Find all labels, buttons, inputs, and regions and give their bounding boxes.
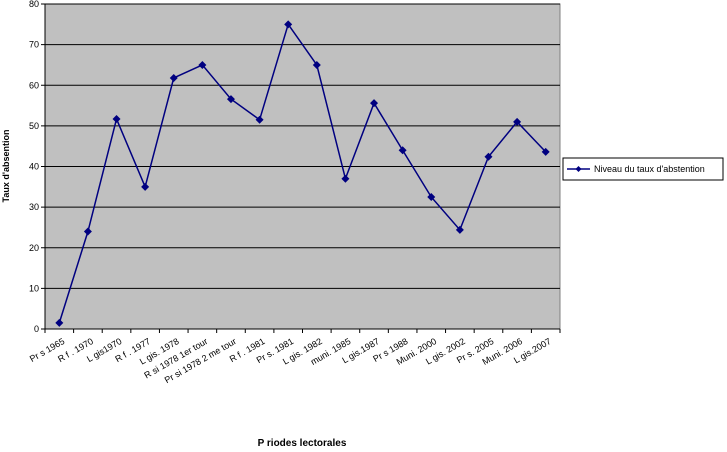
data-point — [513, 117, 522, 126]
data-point — [284, 20, 293, 29]
y-tick-label: 70 — [29, 40, 39, 50]
y-tick-label: 50 — [29, 121, 39, 131]
y-tick-label: 10 — [29, 283, 39, 293]
y-axis-title: Taux d'absention — [1, 130, 11, 203]
data-point — [398, 146, 407, 155]
data-point — [226, 95, 235, 104]
data-point — [83, 227, 92, 236]
y-tick-label: 20 — [29, 243, 39, 253]
data-point — [455, 225, 464, 234]
series-line — [58, 22, 547, 324]
legend-marker — [575, 166, 582, 172]
data-point — [427, 192, 436, 201]
data-point — [370, 99, 379, 108]
data-point — [312, 60, 321, 69]
data-point — [112, 114, 121, 123]
data-point — [541, 147, 550, 156]
x-axis-title: P riodes lectorales — [258, 438, 347, 449]
y-tick-label: 40 — [29, 162, 39, 172]
data-point — [255, 115, 264, 124]
data-point — [341, 174, 350, 183]
data-point — [484, 152, 493, 161]
y-tick-label: 30 — [29, 202, 39, 212]
data-point — [55, 318, 64, 327]
y-tick-label: 60 — [29, 80, 39, 90]
data-point — [141, 182, 150, 191]
data-point — [169, 73, 178, 82]
y-tick-label: 0 — [34, 324, 39, 334]
legend-label: Niveau du taux d'abstention — [594, 164, 705, 174]
legend — [562, 157, 724, 181]
y-tick-label: 80 — [29, 0, 39, 9]
data-point — [198, 60, 207, 69]
